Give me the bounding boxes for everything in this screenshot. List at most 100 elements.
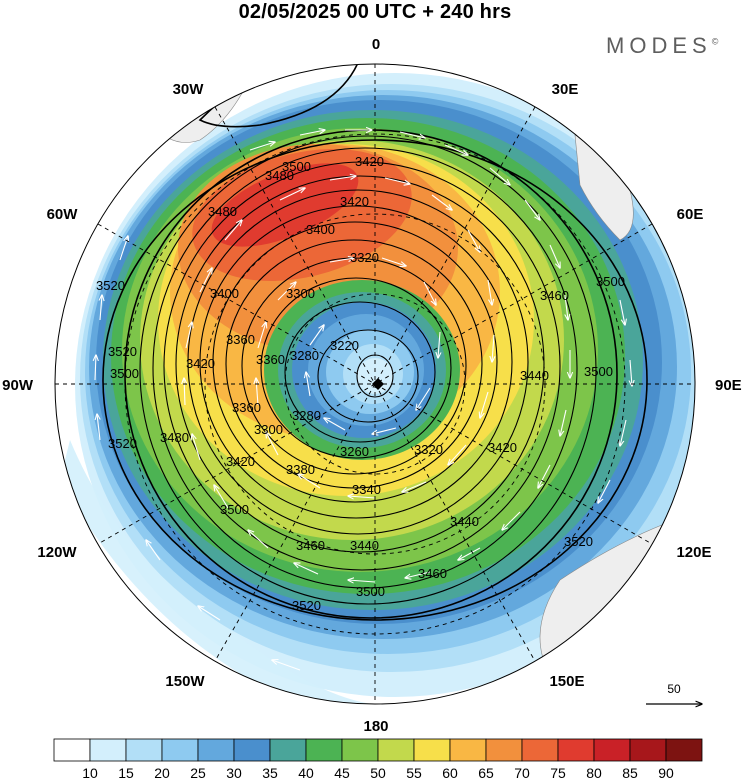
contour-label: 3300 — [286, 286, 315, 301]
lon-label-90w: 90W — [2, 377, 34, 394]
reference-vector: 50 — [646, 682, 702, 704]
contour-label: 3420 — [340, 194, 369, 209]
lon-label-90e: 90E — [715, 377, 742, 394]
colorbar-tick-label: 40 — [298, 765, 314, 781]
colorbar-swatch — [233, 738, 271, 762]
south-pole-marker — [372, 378, 384, 390]
contour-label: 3520 — [108, 344, 137, 359]
contour-label: 3480 — [160, 430, 189, 445]
colorbar-swatch — [197, 738, 235, 762]
lon-label-120e: 120E — [676, 544, 711, 561]
contour-label: 3440 — [450, 514, 479, 529]
lon-label-180: 180 — [363, 718, 388, 735]
contour-label: 3260 — [340, 444, 369, 459]
contour-label: 3460 — [540, 288, 569, 303]
longitude-labels: 0 30E 60E 90E 120E 150E 180 150W 120W 90… — [2, 36, 742, 735]
contour-label: 3280 — [290, 348, 319, 363]
colorbar-swatch — [485, 738, 523, 762]
colorbar-tick-label: 10 — [82, 765, 98, 781]
colorbar-swatch — [125, 738, 163, 762]
colorbar-tick-label: 20 — [154, 765, 170, 781]
contour-label: 3480 — [208, 204, 237, 219]
contour-label: 3500 — [356, 584, 385, 599]
colorbar-swatch — [377, 738, 415, 762]
contour-label: 3500 — [584, 364, 613, 379]
colorbar-tick-label: 35 — [262, 765, 278, 781]
lon-label-0: 0 — [372, 36, 380, 53]
contour-label: 3520 — [292, 598, 321, 613]
colorbar-swatch — [269, 738, 307, 762]
lon-label-60w: 60W — [47, 206, 79, 223]
colorbar-swatch — [53, 738, 91, 762]
contour-labels: 3480 3500 3420 3480 3420 3400 3320 3300 … — [96, 154, 625, 613]
colorbar-swatch — [413, 738, 451, 762]
colorbar-swatch — [665, 738, 703, 762]
contour-label: 3500 — [596, 274, 625, 289]
colorbar-swatch — [449, 738, 487, 762]
colorbar-swatch — [521, 738, 559, 762]
contour-label: 3420 — [226, 454, 255, 469]
contour-label: 3520 — [564, 534, 593, 549]
brand-logo: MODES© — [606, 33, 718, 59]
colorbar-tick-label: 50 — [370, 765, 386, 781]
contour-label: 3500 — [282, 159, 311, 174]
colorbar-tick-label: 60 — [442, 765, 458, 781]
colorbar-tick-label: 85 — [622, 765, 638, 781]
contour-label: 3460 — [296, 538, 325, 553]
lon-label-150e: 150E — [549, 673, 584, 690]
contour-label: 3520 — [96, 278, 125, 293]
colorbar-tick-label: 75 — [550, 765, 566, 781]
contour-label: 3320 — [414, 442, 443, 457]
reference-vector-label: 50 — [667, 682, 681, 696]
contour-label: 3360 — [226, 332, 255, 347]
map-border — [54, 63, 696, 705]
colorbar-swatch — [305, 738, 343, 762]
contour-label: 3300 — [254, 422, 283, 437]
colorbar-swatch — [341, 738, 379, 762]
colorbar-tick-label: 80 — [586, 765, 602, 781]
colorbar-swatch — [161, 738, 199, 762]
colorbar-tick-label: 30 — [226, 765, 242, 781]
colorbar-tick-label: 70 — [514, 765, 530, 781]
lon-label-30w: 30W — [173, 81, 205, 98]
brand-name: MODES — [606, 33, 712, 58]
colorbar-tick-label: 65 — [478, 765, 494, 781]
colorbar-tick-label: 45 — [334, 765, 350, 781]
wind-speed-shading — [55, 64, 695, 704]
contour-label: 3460 — [418, 566, 447, 581]
lon-label-120w: 120W — [37, 544, 77, 561]
graticule — [55, 64, 695, 704]
contour-label: 3360 — [232, 400, 261, 415]
contour-label: 3500 — [110, 366, 139, 381]
contour-label: 3280 — [292, 408, 321, 423]
colorbar-swatch — [89, 738, 127, 762]
lon-label-30e: 30E — [552, 81, 579, 98]
colorbar-swatch — [629, 738, 667, 762]
contour-label: 3480 — [265, 168, 294, 183]
wind-vectors — [95, 130, 632, 671]
contour-label: 3400 — [210, 286, 239, 301]
contour-label: 3420 — [186, 356, 215, 371]
contour-label: 3380 — [286, 462, 315, 477]
lon-label-60e: 60E — [677, 206, 704, 223]
contour-label: 3500 — [220, 502, 249, 517]
contour-label: 3320 — [350, 250, 379, 265]
contour-label: 3220 — [330, 338, 359, 353]
colorbar-tick-label: 55 — [406, 765, 422, 781]
contour-label: 3440 — [520, 368, 549, 383]
contour-label: 3420 — [355, 154, 384, 169]
colorbar-swatch — [557, 738, 595, 762]
contour-label: 3400 — [306, 222, 335, 237]
colorbar-tick-label: 90 — [658, 765, 674, 781]
copyright-mark: © — [711, 36, 719, 47]
colorbar-tick-label: 25 — [190, 765, 206, 781]
contour-label: 3440 — [350, 538, 379, 553]
map-title: 02/05/2025 00 UTC + 240 hrs — [238, 1, 512, 23]
colorbar-tick-label: 15 — [118, 765, 134, 781]
contour-label: 3340 — [352, 482, 381, 497]
lon-label-150w: 150W — [165, 673, 205, 690]
colorbar-swatch — [593, 738, 631, 762]
colorbar: 10 15 20 25 30 35 40 45 50 55 60 65 70 75 80 85 90 — [53, 738, 703, 781]
contour-label: 3520 — [108, 436, 137, 451]
